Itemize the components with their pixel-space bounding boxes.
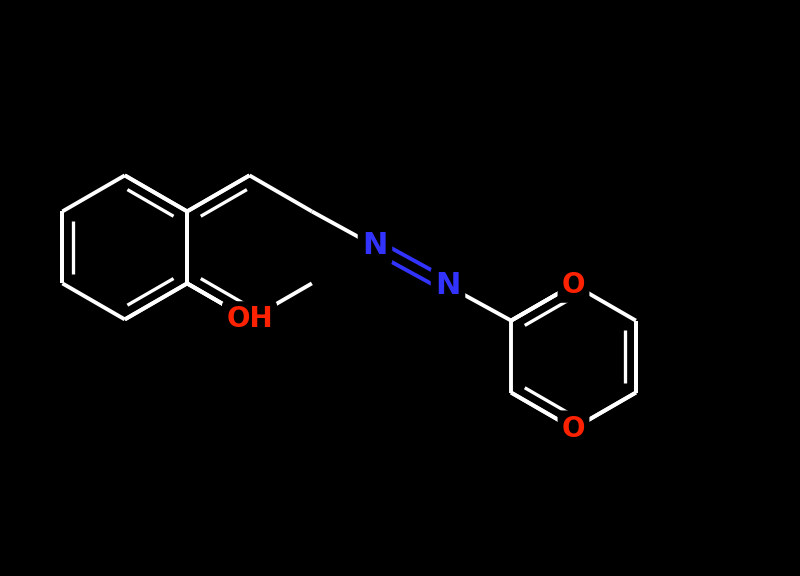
Text: N: N — [362, 232, 388, 260]
Text: N: N — [435, 271, 461, 301]
Text: O: O — [562, 271, 586, 298]
Text: O: O — [562, 415, 586, 442]
Text: OH: OH — [226, 305, 273, 334]
